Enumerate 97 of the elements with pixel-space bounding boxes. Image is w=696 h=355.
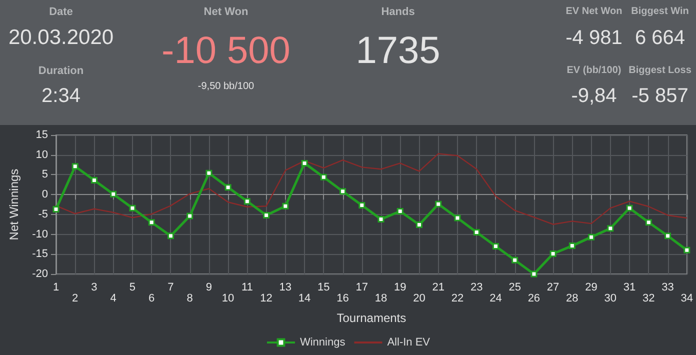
x-tick-label: 8 bbox=[186, 292, 193, 304]
x-tick-label: 30 bbox=[604, 292, 617, 304]
point bbox=[263, 212, 270, 218]
x-tick-label: 10 bbox=[222, 292, 234, 304]
point bbox=[320, 174, 327, 180]
point bbox=[72, 163, 78, 170]
x-tick-label: 34 bbox=[680, 292, 694, 304]
point bbox=[129, 204, 136, 212]
point bbox=[206, 170, 212, 176]
point bbox=[550, 250, 556, 257]
x-tick-label: 6 bbox=[148, 292, 155, 304]
x-axis-title: Tournaments bbox=[336, 311, 406, 325]
legend-label: Winnings bbox=[300, 336, 346, 348]
x-tick-label: 13 bbox=[279, 282, 292, 294]
x-tick-label: 7 bbox=[168, 282, 174, 294]
y-tick-label: 15 bbox=[36, 129, 48, 141]
x-tick-label: 29 bbox=[585, 282, 598, 294]
text: -9,84 bbox=[571, 85, 617, 108]
point bbox=[492, 242, 499, 250]
point bbox=[588, 234, 595, 240]
point bbox=[626, 204, 633, 212]
x-tick-label: 32 bbox=[642, 292, 655, 304]
y-tick-label: -10 bbox=[32, 228, 48, 240]
text: 2:34 bbox=[42, 85, 80, 108]
text: 1735 bbox=[356, 30, 440, 73]
point bbox=[530, 270, 538, 278]
x-tick-label: 5 bbox=[129, 282, 136, 294]
x-tick-label: 12 bbox=[260, 292, 272, 304]
point bbox=[340, 188, 346, 195]
y-tick-label: 10 bbox=[36, 148, 48, 161]
x-tick-label: 18 bbox=[374, 292, 388, 304]
point bbox=[90, 177, 98, 184]
y-tick-label: -20 bbox=[32, 268, 48, 280]
x-tick-label: 17 bbox=[356, 282, 368, 294]
text: Net Won bbox=[204, 6, 248, 18]
y-tick-label: -15 bbox=[32, 248, 48, 260]
text: 20.03.2020 bbox=[8, 26, 114, 50]
point bbox=[435, 200, 442, 208]
x-tick-label: 1 bbox=[52, 282, 60, 294]
x-tick-label: 2 bbox=[72, 292, 78, 304]
point bbox=[224, 184, 232, 191]
point bbox=[645, 219, 652, 226]
point bbox=[110, 190, 117, 198]
x-tick-label: 14 bbox=[298, 292, 311, 304]
text: EV (bb/100) bbox=[566, 65, 622, 76]
point bbox=[301, 160, 308, 166]
x-tick-label: 20 bbox=[413, 292, 426, 304]
x-tick-label: 3 bbox=[91, 282, 98, 294]
point bbox=[148, 219, 155, 226]
text: -4 981 bbox=[566, 27, 622, 50]
text: 6 664 bbox=[634, 27, 686, 50]
x-tick-label: 33 bbox=[662, 282, 674, 294]
point bbox=[607, 225, 614, 232]
x-tick-label: 4 bbox=[110, 292, 116, 304]
y-tick-label: 5 bbox=[42, 168, 48, 181]
text: Duration bbox=[38, 65, 84, 77]
y-axis-title: Net Winnings bbox=[7, 168, 21, 240]
point bbox=[186, 212, 194, 220]
point bbox=[454, 214, 461, 222]
x-tick-label: 21 bbox=[432, 282, 444, 294]
x-tick-label: 15 bbox=[318, 282, 330, 294]
x-tick-label: 27 bbox=[546, 282, 560, 294]
point bbox=[473, 229, 480, 236]
text: Date bbox=[49, 6, 73, 18]
point bbox=[416, 222, 422, 228]
point bbox=[568, 242, 576, 250]
text: Biggest Loss bbox=[628, 65, 692, 76]
text: EV Net Won bbox=[566, 6, 622, 17]
x-tick-label: 31 bbox=[623, 282, 636, 294]
legend-label: All-In EV bbox=[387, 336, 431, 348]
point bbox=[664, 232, 672, 240]
point bbox=[167, 232, 174, 240]
text: -5 857 bbox=[632, 85, 688, 108]
text: -9,50 bb/100 bbox=[198, 81, 254, 92]
x-tick-label: 25 bbox=[508, 282, 521, 294]
y-tick-label: -5 bbox=[38, 208, 48, 220]
point bbox=[358, 202, 366, 209]
x-tick-label: 9 bbox=[206, 282, 212, 294]
text: -10 500 bbox=[162, 30, 290, 73]
point bbox=[244, 198, 250, 205]
x-tick-label: 22 bbox=[451, 292, 464, 304]
point bbox=[282, 202, 289, 210]
x-tick-label: 23 bbox=[470, 282, 483, 294]
x-tick-label: 24 bbox=[490, 292, 502, 304]
y-tick-label: 0 bbox=[42, 188, 48, 201]
x-tick-label: 26 bbox=[528, 292, 540, 304]
point bbox=[52, 206, 60, 213]
x-tick-label: 19 bbox=[394, 282, 406, 294]
x-tick-label: 11 bbox=[241, 282, 253, 294]
point bbox=[684, 246, 690, 254]
point bbox=[512, 256, 518, 264]
text: Hands bbox=[381, 6, 415, 18]
text: Biggest Win bbox=[631, 6, 689, 17]
x-tick-label: 28 bbox=[566, 292, 578, 304]
x-tick-label: 16 bbox=[336, 292, 349, 304]
point bbox=[396, 208, 404, 214]
point bbox=[378, 216, 384, 222]
